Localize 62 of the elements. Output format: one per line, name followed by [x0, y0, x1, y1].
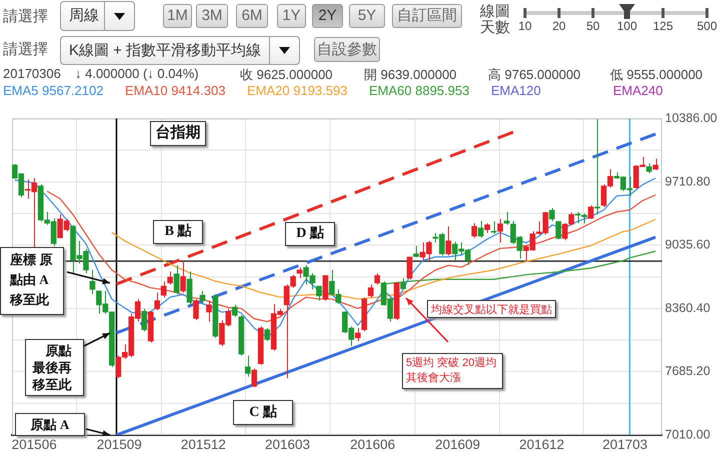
candlestick — [206, 300, 212, 322]
x-tick-label: 201512 — [180, 436, 226, 452]
text: 10 — [517, 19, 533, 33]
y-tick-label: 8360.40 — [665, 300, 710, 315]
candlestick — [594, 118, 600, 215]
text: EMA60 8895.953 — [369, 83, 470, 98]
candlestick — [549, 208, 555, 222]
button[interactable]: 1M — [163, 4, 192, 28]
button[interactable]: 自設參數 — [314, 37, 380, 62]
text: 50 — [585, 19, 601, 33]
x-tick-label: 201612 — [519, 436, 564, 452]
annotation: 原點 A — [15, 413, 85, 436]
candlestick — [180, 260, 186, 294]
annotation: 均線交叉點以下就是買點 — [427, 300, 556, 318]
x-tick-label: 201603 — [265, 436, 310, 452]
y-tick-label: 9035.60 — [665, 238, 710, 252]
annotation: 5週均 突破 20週均其後會大漲 — [402, 353, 503, 389]
dropdown[interactable]: K線圖 + 指數平滑移動平均線 — [60, 36, 300, 65]
button[interactable]: 6M — [236, 4, 268, 28]
button[interactable]: 2Y — [312, 4, 343, 28]
text: EMA10 9414.303 — [125, 83, 226, 98]
x-tick-label: 201609 — [435, 436, 480, 452]
button[interactable]: 1Y — [277, 4, 306, 28]
text: 100 — [616, 19, 638, 33]
x-tick-label: 201606 — [350, 436, 396, 452]
candlestick — [322, 275, 328, 302]
candlestick — [296, 266, 302, 279]
text: 天數 — [480, 18, 510, 37]
annotation: C 點 — [233, 400, 293, 425]
text: EMA20 9193.593 — [247, 83, 348, 98]
annotation: D 點 — [285, 222, 335, 246]
text: 20170306 — [3, 66, 61, 81]
text: 125 — [652, 19, 674, 33]
text: 請選擇 — [3, 7, 48, 26]
x-tick-label: 201703 — [602, 436, 648, 452]
text: EMA120 — [491, 83, 542, 98]
text: 20 — [551, 19, 567, 33]
text: 開 9639.000000 — [364, 66, 457, 84]
text: 500 — [696, 19, 718, 33]
button[interactable]: 自訂區間 — [392, 4, 462, 28]
y-tick-label: 7685.20 — [665, 364, 710, 378]
text: ↓ 4.000000 (↓ 0.04%) — [75, 66, 199, 81]
text: 收 9625.000000 — [240, 66, 333, 84]
y-tick-label: 10386.00 — [665, 110, 718, 125]
text: 高 9765.000000 — [488, 66, 581, 84]
annotation: B 點 — [153, 220, 203, 244]
y-tick-label: 7010.00 — [665, 427, 710, 442]
dropdown[interactable]: 周線 — [60, 1, 135, 31]
y-tick-label: 9710.80 — [665, 174, 710, 188]
button[interactable]: 3M — [196, 4, 228, 28]
annotation: 台指期 — [150, 121, 206, 146]
x-tick-label: 201506 — [12, 436, 57, 452]
text: EMA5 9567.2102 — [3, 83, 104, 98]
x-tick-label: 201509 — [96, 436, 142, 452]
candlestick — [413, 245, 419, 258]
text: EMA240 — [613, 83, 663, 98]
button[interactable]: 5Y — [349, 4, 385, 28]
text: 請選擇 — [3, 40, 48, 59]
annotation: 原點最後再移至此 — [25, 339, 84, 396]
text: 低 9555.000000 — [610, 66, 703, 84]
annotation: 座標 原點由 A移至此 — [0, 247, 64, 315]
text: 線圖 — [480, 2, 510, 20]
